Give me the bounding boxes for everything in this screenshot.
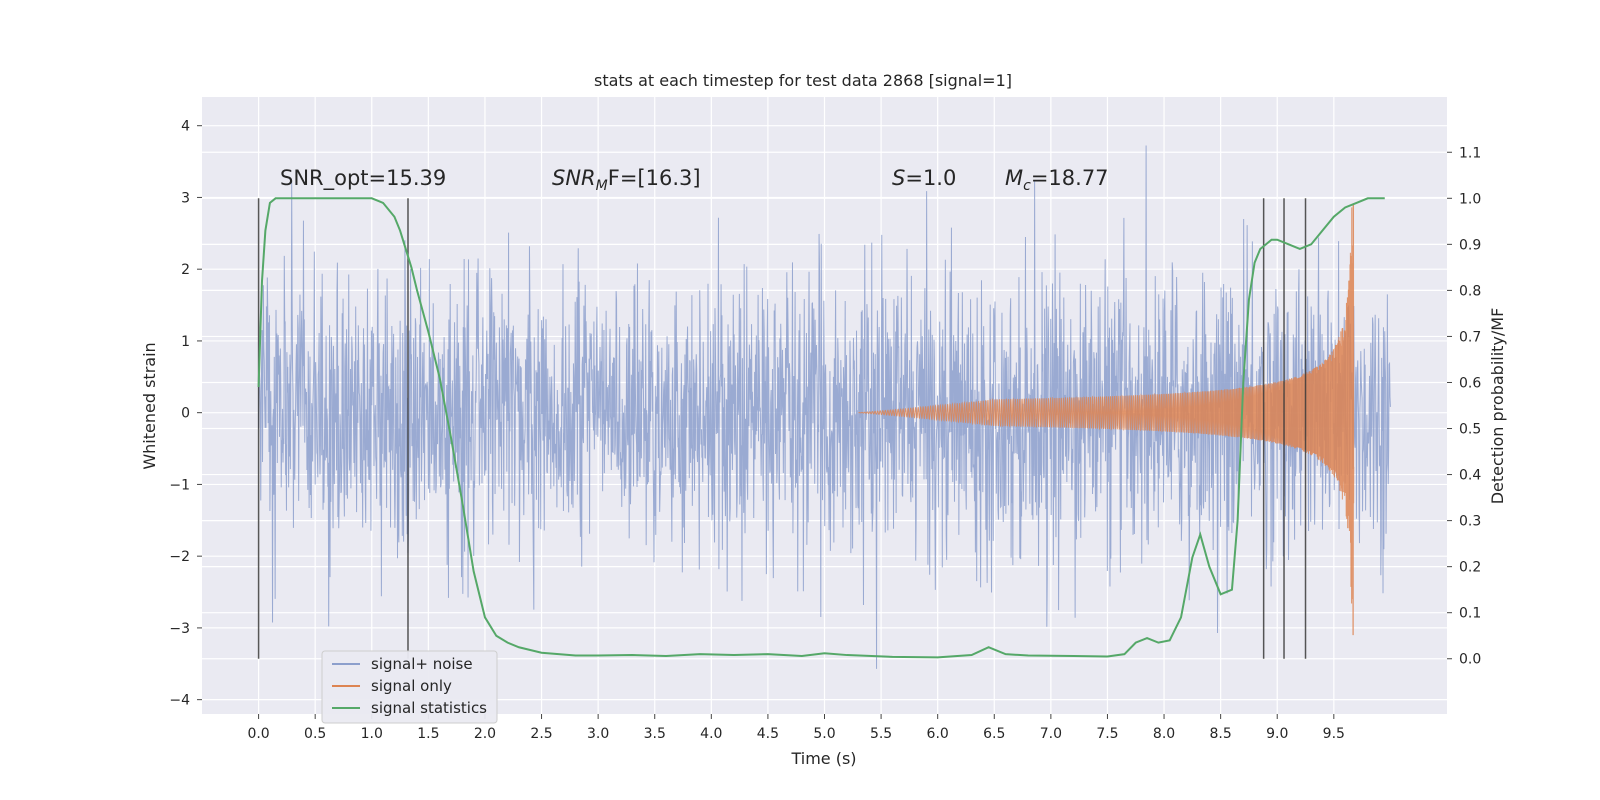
y2-tick-label: 0.3 [1459,514,1481,530]
s-value: =1.0 [905,166,956,190]
x-tick-label: 9.5 [1323,726,1345,742]
stat-line [257,197,1385,659]
y-tick-label: −1 [169,477,190,493]
y2-tick-label: 0.9 [1459,237,1481,253]
snr-mf-sub: M [596,178,608,194]
y2-tick-label: 0.0 [1459,652,1481,668]
y2-tick-label: 0.5 [1459,422,1481,438]
y-ticks: 4 3 2 1 0 −1 −2 −3 −4 [169,119,202,709]
x-tick-label: 4.5 [757,726,779,742]
y-tick-label: −4 [169,693,190,709]
legend-box [321,650,498,724]
y2-tick-label: 0.6 [1459,375,1481,391]
mc-value: =18.77 [1031,166,1109,190]
y-tick-label: −3 [169,621,190,637]
y2-tick-label: 0.7 [1459,329,1481,345]
noise-trace [258,145,1391,669]
legend: signal+ noise signal only signal statist… [321,650,498,724]
s-label: S [892,166,905,190]
y2-tick-label: 1.1 [1459,145,1481,161]
x-tick-label: 8.0 [1153,726,1175,742]
chart-title: stats at each timestep for test data 286… [594,71,1012,90]
x-tick-label: 4.0 [700,726,722,742]
y-tick-label: 2 [181,262,190,278]
snr-mf-suffix: F=[16.3] [608,166,701,190]
legend-label-signal: signal only [371,677,452,695]
signal-series [858,204,1355,636]
y2-ticks: 1.1 1.0 0.9 0.8 0.7 0.6 0.5 0.4 0.3 0.2 0.1 0.0 [1447,145,1481,668]
vlines [257,198,1307,659]
x-tick-label: 0.0 [247,726,269,742]
x-tick-label: 2.0 [474,726,496,742]
x-tick-label: 9.0 [1266,726,1288,742]
x-tick-label: 2.5 [530,726,552,742]
mc-label: M [1005,166,1023,190]
y2-tick-label: 0.4 [1459,468,1481,484]
y-tick-label: 3 [181,190,190,206]
y-axis-label: Whitened strain [140,342,159,469]
mc-sub: c [1023,178,1031,194]
x-tick-label: 6.5 [983,726,1005,742]
legend-label-noise: signal+ noise [371,655,473,673]
y-tick-label: −2 [169,549,190,565]
y-tick-label: 1 [181,334,190,350]
y2-tick-label: 0.2 [1459,560,1481,576]
noise-series [258,145,1391,669]
annotation-mc: Mc=18.77 [1005,166,1109,194]
stat-series [257,197,1385,659]
x-tick-label: 3.5 [644,726,666,742]
x-tick-label: 5.0 [813,726,835,742]
x-tick-label: 7.5 [1096,726,1118,742]
y2-axis-label: Detection probability/MF [1488,308,1507,505]
signal-trace [858,204,1355,636]
annotation-snr-mf: SNRMF=[16.3] [552,166,701,194]
y2-tick-label: 0.1 [1459,606,1481,622]
annotation-s: S=1.0 [892,166,956,190]
y2-tick-label: 0.8 [1459,283,1481,299]
annotation-snr-opt: SNR_opt=15.39 [280,166,446,191]
x-tick-label: 8.5 [1210,726,1232,742]
y-tick-label: 4 [181,119,190,135]
x-tick-label: 6.0 [927,726,949,742]
x-ticks: 0.0 0.5 1.0 1.5 2.0 2.5 3.0 3.5 4.0 4.5 5.0 5.5 6.0 6… [247,714,1345,742]
x-tick-label: 0.5 [304,726,326,742]
annotations: SNR_opt=15.39 SNRMF=[16.3] S=1.0 Mc=18.7… [280,166,1109,194]
x-tick-label: 1.0 [361,726,383,742]
y2-tick-label: 1.0 [1459,191,1481,207]
x-tick-label: 7.0 [1040,726,1062,742]
x-tick-label: 3.0 [587,726,609,742]
snr-mf-prefix: SNR [552,166,596,190]
x-tick-label: 1.5 [417,726,439,742]
y-tick-label: 0 [181,406,190,422]
x-axis-label: Time (s) [790,749,856,768]
x-tick-label: 5.5 [870,726,892,742]
legend-label-stat: signal statistics [371,699,487,717]
